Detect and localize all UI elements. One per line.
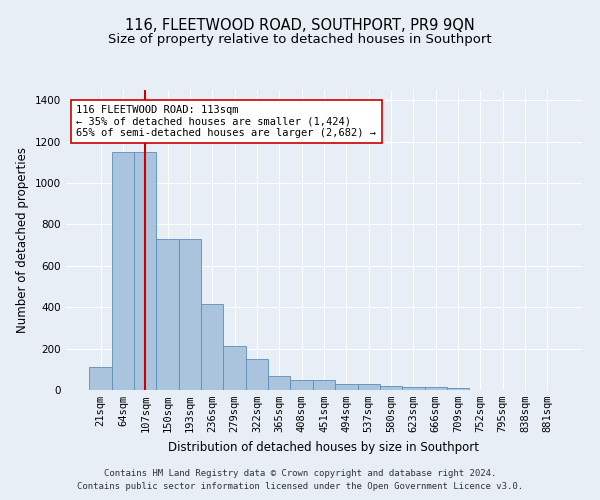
Text: Contains HM Land Registry data © Crown copyright and database right 2024.: Contains HM Land Registry data © Crown c… — [104, 469, 496, 478]
Text: 116, FLEETWOOD ROAD, SOUTHPORT, PR9 9QN: 116, FLEETWOOD ROAD, SOUTHPORT, PR9 9QN — [125, 18, 475, 32]
Bar — [112, 152, 134, 390]
Bar — [268, 376, 290, 390]
Bar — [380, 386, 402, 390]
Bar — [402, 387, 425, 390]
Text: Size of property relative to detached houses in Southport: Size of property relative to detached ho… — [108, 32, 492, 46]
Bar — [290, 380, 313, 390]
Bar — [179, 239, 201, 390]
Bar — [157, 239, 179, 390]
Bar — [335, 384, 358, 390]
Bar — [447, 388, 469, 390]
Y-axis label: Number of detached properties: Number of detached properties — [16, 147, 29, 333]
Bar — [358, 384, 380, 390]
Bar — [201, 304, 223, 390]
X-axis label: Distribution of detached houses by size in Southport: Distribution of detached houses by size … — [169, 440, 479, 454]
Text: 116 FLEETWOOD ROAD: 113sqm
← 35% of detached houses are smaller (1,424)
65% of s: 116 FLEETWOOD ROAD: 113sqm ← 35% of deta… — [76, 105, 376, 138]
Bar — [134, 152, 157, 390]
Bar — [425, 387, 447, 390]
Bar — [313, 380, 335, 390]
Text: Contains public sector information licensed under the Open Government Licence v3: Contains public sector information licen… — [77, 482, 523, 491]
Bar — [223, 346, 246, 390]
Bar — [246, 360, 268, 390]
Bar — [89, 367, 112, 390]
